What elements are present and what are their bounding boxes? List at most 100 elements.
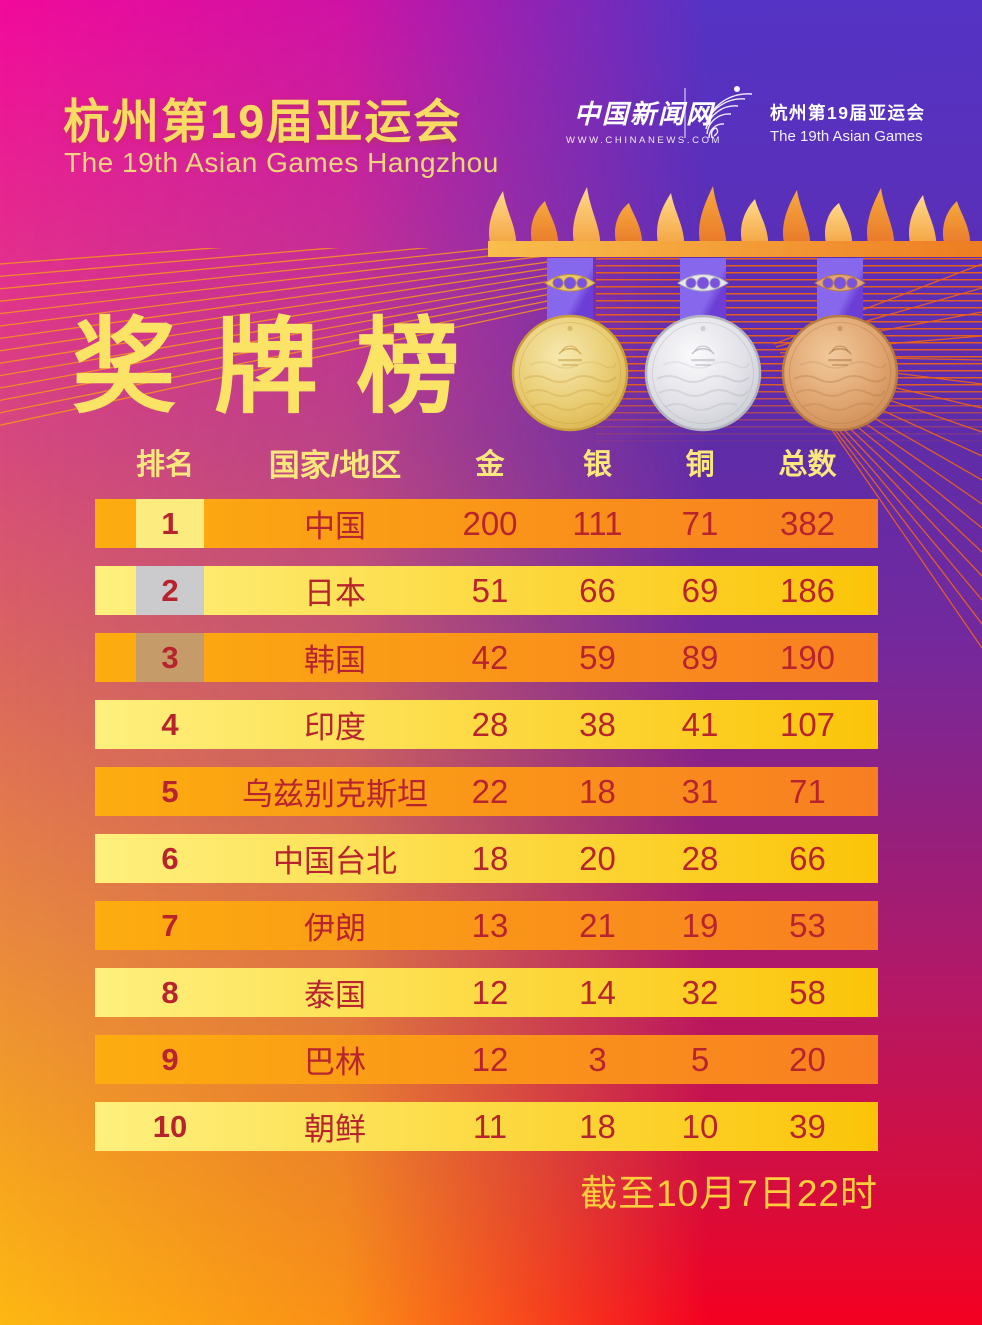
rank-badge: 2 <box>136 566 204 615</box>
silver-medal-icon <box>643 313 763 438</box>
silver-count-cell: 21 <box>579 906 616 944</box>
decorative-rays-left <box>0 248 560 426</box>
table-row: 4 印度 28 38 41 107 <box>95 700 878 749</box>
country-cell: 日本 <box>304 576 366 611</box>
rank-cell: 8 <box>95 968 235 1017</box>
bronze-count-cell: 41 <box>681 705 719 743</box>
country-cell: 中国台北 <box>273 844 397 879</box>
rank-cell: 7 <box>95 901 235 950</box>
silver-count-cell: 111 <box>572 504 623 542</box>
total-count-cell: 107 <box>779 705 836 743</box>
column-header-country: 国家/地区 <box>268 447 402 483</box>
gold-count-cell: 12 <box>471 1040 509 1078</box>
rank-badge: 1 <box>136 499 204 548</box>
table-row: 5 乌兹别克斯坦 22 18 31 71 <box>95 767 878 816</box>
logo-divider <box>684 88 686 138</box>
total-count-cell: 39 <box>789 1107 826 1145</box>
gold-count-cell: 12 <box>471 973 509 1011</box>
table-row: 9 巴林 12 3 5 20 <box>95 1035 878 1084</box>
rank-badge: 6 <box>161 840 179 876</box>
bronze-count-cell: 31 <box>681 772 719 810</box>
country-cell: 泰国 <box>304 978 366 1013</box>
column-header-rank: 排名 <box>135 449 194 481</box>
bronze-count-cell: 32 <box>681 973 719 1011</box>
medal-clasp <box>813 272 867 299</box>
bronze-count-cell: 10 <box>681 1107 719 1145</box>
country-cell: 朝鲜 <box>304 1112 366 1147</box>
rank-cell: 3 <box>95 633 235 682</box>
table-row: 7 伊朗 13 21 19 53 <box>95 901 878 950</box>
rank-cell: 10 <box>95 1102 235 1151</box>
total-count-cell: 58 <box>789 973 826 1011</box>
chinanews-url: WWW.CHINANEWS.COM <box>566 135 723 146</box>
rank-badge: 5 <box>161 773 179 809</box>
bronze-count-cell: 89 <box>681 638 719 676</box>
column-header-total: 总数 <box>778 449 837 481</box>
country-cell: 印度 <box>304 710 366 745</box>
medal-clasp <box>543 272 597 299</box>
rank-badge: 8 <box>161 974 179 1010</box>
gold-count-cell: 28 <box>471 705 509 743</box>
total-count-cell: 71 <box>789 772 826 810</box>
column-header-silver: 银 <box>582 449 612 481</box>
bronze-count-cell: 19 <box>681 906 719 944</box>
flame-band-graphic <box>488 186 982 257</box>
medal-table-header: 排名 国家/地区 金 银 铜 总数 <box>95 440 878 484</box>
medal-table-rows: 1 中国 200 111 71 382 2 日本 51 66 69 186 3 … <box>95 499 878 1169</box>
gold-count-cell: 11 <box>472 1107 508 1145</box>
silver-count-cell: 20 <box>579 839 616 877</box>
rank-badge: 7 <box>161 907 179 943</box>
chinanews-logo-text: 中国新闻网 <box>574 100 715 130</box>
games-logo-text: 杭州第19届亚运会 The 19th Asian Games <box>770 100 925 145</box>
total-count-cell: 66 <box>789 839 826 877</box>
rank-badge: 4 <box>161 706 179 742</box>
chinanews-logo: 中国新闻网 WWW.CHINANEWS.COM <box>566 94 722 146</box>
silver-count-cell: 59 <box>579 638 616 676</box>
medal-clasp <box>676 272 730 299</box>
table-row: 10 朝鲜 11 18 10 39 <box>95 1102 878 1151</box>
rank-cell: 9 <box>95 1035 235 1084</box>
banner-title: 奖牌榜 <box>72 310 499 426</box>
bronze-count-cell: 71 <box>681 504 719 542</box>
rank-badge: 3 <box>136 633 204 682</box>
silver-count-cell: 66 <box>579 571 616 609</box>
country-cell: 乌兹别克斯坦 <box>242 777 428 812</box>
table-row: 8 泰国 12 14 32 58 <box>95 968 878 1017</box>
rank-cell: 4 <box>95 700 235 749</box>
gold-count-cell: 22 <box>471 772 509 810</box>
silver-count-cell: 18 <box>579 772 616 810</box>
column-header-bronze: 铜 <box>685 449 715 481</box>
table-row: 2 日本 51 66 69 186 <box>95 566 878 615</box>
bronze-medal-icon <box>780 313 900 438</box>
silver-count-cell: 3 <box>588 1040 607 1078</box>
gold-count-cell: 13 <box>471 906 509 944</box>
table-row: 3 韩国 42 59 89 190 <box>95 633 878 682</box>
games-logo-title-cn: 杭州第19届亚运会 <box>770 103 926 123</box>
gold-count-cell: 200 <box>462 504 518 542</box>
rank-cell: 5 <box>95 767 235 816</box>
rank-cell: 6 <box>95 834 235 883</box>
country-cell: 伊朗 <box>304 911 366 946</box>
silver-count-cell: 18 <box>579 1107 616 1145</box>
games-logo-title-en: The 19th Asian Games <box>770 128 923 145</box>
footer-cutoff-note: 截至10月7日22时 <box>580 1173 878 1214</box>
gold-count-cell: 51 <box>471 571 509 609</box>
bronze-count-cell: 5 <box>690 1040 710 1078</box>
gold-medal-icon <box>510 313 630 438</box>
bronze-count-cell: 69 <box>681 571 719 609</box>
silver-count-cell: 14 <box>579 973 616 1011</box>
country-cell: 巴林 <box>304 1045 366 1080</box>
total-count-cell: 20 <box>789 1040 826 1078</box>
total-count-cell: 53 <box>789 906 826 944</box>
total-count-cell: 186 <box>779 571 836 609</box>
table-row: 6 中国台北 18 20 28 66 <box>95 834 878 883</box>
rank-cell: 1 <box>95 499 235 548</box>
page-title: 杭州第19届亚运会 <box>63 95 463 148</box>
asian-games-fan-emblem-icon <box>705 86 753 139</box>
rank-cell: 2 <box>95 566 235 615</box>
country-cell: 中国 <box>304 509 366 544</box>
bronze-count-cell: 28 <box>681 839 719 877</box>
table-row: 1 中国 200 111 71 382 <box>95 499 878 548</box>
country-cell: 韩国 <box>304 643 366 678</box>
